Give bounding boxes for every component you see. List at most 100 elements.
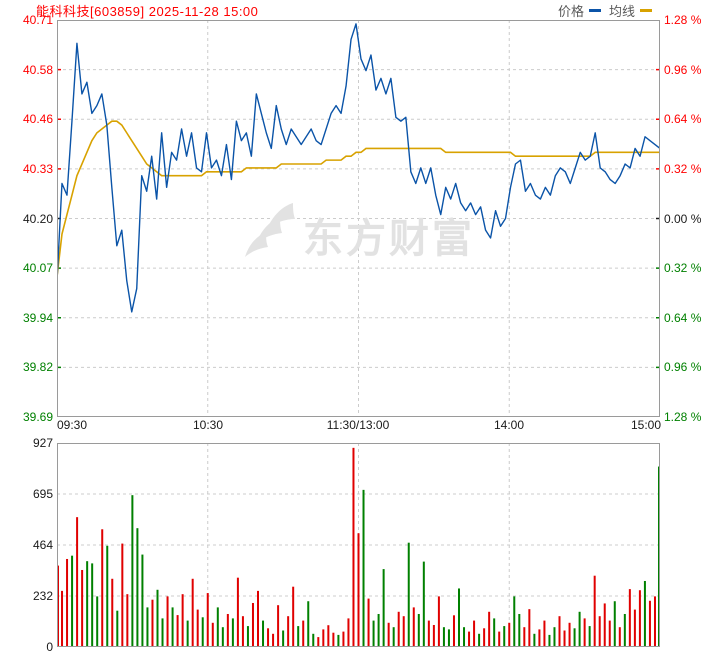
volume-bar (613, 601, 616, 647)
volume-bar (282, 630, 285, 647)
volume-bar (246, 626, 249, 647)
volume-bar (518, 613, 521, 647)
volume-bar (61, 590, 64, 647)
volume-bar (437, 596, 440, 647)
volume-bar (216, 607, 219, 647)
volume-bar (528, 609, 531, 647)
volume-bar (257, 590, 259, 647)
volume-bar (638, 590, 641, 647)
volume-bar (337, 634, 340, 647)
volume-axis-label: 232 (32, 589, 53, 603)
volume-bar (573, 628, 576, 647)
percent-axis-label: 0.32 % (664, 261, 702, 276)
time-axis-label: 15:00 (630, 418, 661, 432)
volume-bar (618, 627, 621, 647)
volume-bar (603, 603, 606, 647)
volume-bar (543, 620, 546, 647)
volume-bar (473, 620, 476, 647)
volume-bar (483, 628, 486, 647)
volume-chart-canvas[interactable] (57, 443, 660, 647)
volume-bar (623, 613, 626, 647)
percent-axis-label: 0.00 % (664, 211, 702, 226)
volume-bar (407, 542, 410, 647)
volume-bar (71, 555, 74, 647)
volume-bar (236, 577, 239, 647)
volume-bar (628, 589, 631, 647)
volume-bar (277, 605, 280, 647)
price-axis-label: 39.82 (22, 360, 53, 375)
volume-bar (327, 625, 330, 647)
volume-bar (171, 607, 174, 647)
volume-bar (146, 607, 149, 647)
volume-axis-label: 927 (32, 436, 53, 450)
volume-bar (96, 596, 99, 647)
volume-bar (76, 517, 79, 647)
volume-bar (196, 609, 199, 647)
volume-bar (201, 617, 204, 647)
volume-bar (397, 611, 400, 647)
volume-bar (251, 602, 254, 647)
volume-bar (533, 633, 536, 647)
volume-bar (498, 631, 501, 647)
price-axis-label: 39.94 (22, 310, 53, 325)
volume-bar (568, 622, 571, 647)
volume-bar (267, 628, 270, 647)
volume-bar (221, 627, 224, 647)
avg-line (57, 120, 660, 277)
volume-bar (513, 596, 516, 647)
price-axis-label: 40.07 (22, 261, 53, 276)
volume-bar (106, 545, 109, 647)
chart-legend: 价格 均线 (558, 1, 653, 20)
volume-bar (126, 594, 129, 647)
volume-bar (226, 613, 229, 647)
legend-item-avg: 均线 (609, 1, 653, 20)
price-axis-label: 40.71 (22, 13, 53, 27)
volume-bar (648, 600, 651, 647)
volume-bar (322, 629, 325, 647)
volume-bar (362, 489, 365, 647)
volume-bar (633, 609, 636, 647)
volume-bar (583, 618, 586, 647)
legend-item-price: 价格 (558, 1, 602, 20)
volume-bar (463, 627, 466, 647)
percent-axis-label: 0.64 % (664, 112, 702, 127)
volume-bar (493, 618, 496, 647)
volume-bar (372, 620, 375, 647)
volume-bar (367, 598, 370, 647)
volume-bar (91, 563, 94, 647)
volume-bar (116, 610, 119, 647)
volume-bar (317, 637, 320, 647)
volume-bar (297, 626, 300, 647)
volume-bar (332, 632, 335, 647)
volume-bar (66, 558, 69, 647)
volume-axis-label: 0 (46, 640, 53, 654)
volume-bar (508, 622, 511, 647)
legend-price-label: 价格 (558, 4, 585, 19)
volume-axis-label: 695 (32, 487, 53, 501)
volume-bar (553, 627, 556, 647)
price-axis-label: 40.58 (22, 62, 53, 77)
volume-bar (488, 611, 491, 647)
volume-bar (608, 620, 611, 647)
price-axis-label: 40.33 (22, 161, 53, 176)
volume-bar (417, 613, 420, 647)
price-chart-canvas[interactable]: 东方财富 (57, 20, 660, 417)
price-axis-label: 40.46 (22, 112, 53, 127)
volume-bar (468, 631, 471, 647)
legend-avg-label: 均线 (609, 4, 636, 19)
percent-axis-label: 0.64 % (664, 310, 702, 325)
volume-bar (191, 578, 194, 647)
volume-bar (392, 627, 395, 647)
volume-bar (241, 616, 244, 647)
volume-bar (578, 611, 581, 647)
volume-bar (412, 607, 415, 647)
volume-bar (503, 626, 506, 647)
percent-axis-label: 1.28 % (664, 410, 702, 424)
time-axis-label: 14:00 (493, 418, 525, 432)
volume-bar (447, 629, 450, 647)
volume-bar (186, 620, 189, 647)
volume-bar (478, 633, 481, 647)
volume-bar (156, 589, 159, 647)
volume-bar (161, 618, 164, 647)
chart-title: 能科科技[603859] 2025-11-28 15:00 (36, 4, 259, 19)
